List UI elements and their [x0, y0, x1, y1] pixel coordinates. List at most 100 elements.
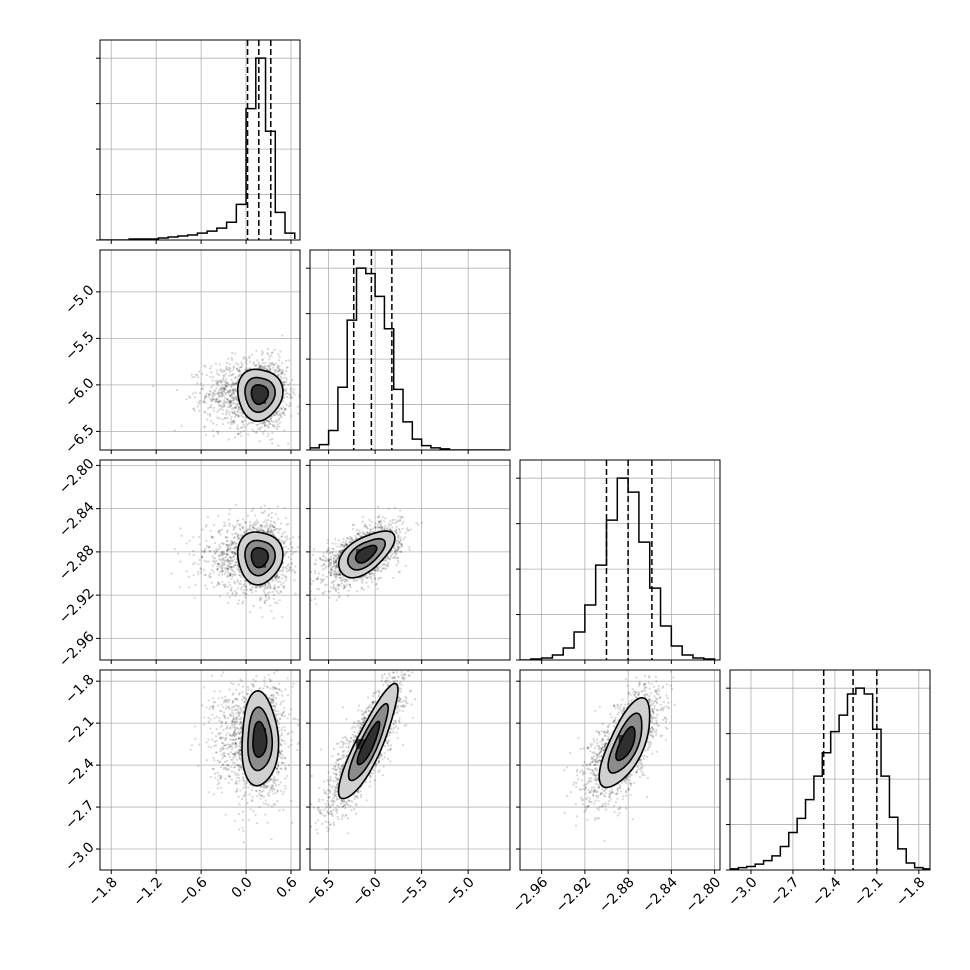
scatter-point: [211, 395, 215, 398]
scatter-point: [233, 526, 236, 529]
scatter-point: [351, 527, 354, 530]
scatter-point: [333, 561, 336, 564]
scatter-point: [266, 352, 269, 355]
scatter-point: [348, 537, 351, 541]
scatter-point: [229, 404, 232, 407]
scatter-point: [228, 596, 231, 599]
scatter-point: [179, 527, 182, 530]
scatter-point: [228, 574, 231, 577]
scatter-point: [204, 365, 207, 368]
scatter-point: [394, 549, 397, 553]
scatter-point: [399, 531, 402, 534]
scatter-point: [282, 541, 286, 545]
scatter-point: [237, 405, 240, 409]
scatter-point: [288, 359, 291, 362]
scatter-point: [234, 352, 237, 355]
scatter-point: [221, 387, 224, 390]
scatter-point: [220, 550, 223, 554]
scatter-point: [230, 400, 233, 403]
scatter-point: [214, 389, 217, 393]
scatter-point: [406, 529, 410, 532]
scatter-point: [252, 363, 255, 366]
scatter-point: [281, 380, 284, 383]
scatter-point: [241, 415, 244, 419]
scatter-point: [230, 543, 233, 546]
scatter-point: [326, 542, 329, 545]
scatter-point: [289, 388, 292, 391]
scatter-point: [389, 555, 392, 558]
scatter-point: [215, 398, 218, 401]
scatter-point: [202, 385, 205, 388]
scatter-point: [233, 548, 236, 551]
scatter-point: [243, 356, 246, 359]
scatter-point: [334, 589, 338, 593]
scatter-point: [377, 567, 380, 570]
scatter-point: [399, 515, 402, 519]
scatter-point: [274, 601, 277, 604]
scatter-point: [265, 522, 268, 525]
scatter-point: [285, 550, 288, 554]
scatter-point: [221, 552, 224, 555]
scatter-point: [322, 559, 325, 562]
scatter-point: [220, 405, 223, 409]
scatter-point: [332, 569, 335, 573]
scatter-point: [216, 372, 219, 375]
scatter-point: [204, 573, 207, 576]
scatter-point: [225, 540, 228, 543]
scatter-point: [219, 533, 222, 536]
panel-frame: [729, 669, 931, 871]
scatter-point: [343, 544, 346, 548]
scatter-point: [287, 392, 290, 395]
scatter-point: [254, 521, 257, 524]
scatter-point: [277, 353, 280, 356]
scatter-point: [229, 583, 232, 587]
scatter-point: [280, 376, 283, 379]
scatter-point: [170, 572, 173, 575]
scatter-point: [231, 420, 234, 423]
scatter-point: [287, 547, 290, 550]
scatter-point: [284, 407, 287, 411]
scatter-point: [229, 400, 232, 404]
scatter-point: [248, 356, 251, 360]
scatter-point: [238, 411, 242, 414]
scatter-point: [225, 552, 229, 556]
scatter-point: [229, 403, 233, 406]
scatter-point: [205, 373, 208, 376]
scatter-point: [244, 580, 247, 583]
scatter-point: [335, 573, 339, 576]
scatter-point: [210, 371, 213, 374]
scatter-point: [270, 354, 273, 357]
scatter-point: [278, 369, 281, 372]
scatter-point: [366, 527, 369, 530]
scatter-point: [342, 546, 345, 549]
scatter-point: [230, 565, 233, 569]
scatter-point: [255, 423, 258, 427]
scatter-point: [227, 546, 230, 549]
scatter-point: [285, 566, 288, 569]
scatter-point: [263, 420, 266, 423]
scatter-point: [374, 569, 377, 572]
scatter-point: [381, 563, 384, 566]
scatter-point: [240, 361, 243, 364]
scatter-point: [225, 400, 228, 403]
scatter-point: [271, 431, 274, 434]
scatter-point: [225, 381, 228, 384]
scatter-point: [394, 529, 397, 533]
scatter-point: [376, 523, 379, 526]
scatter-point: [233, 436, 236, 439]
scatter-point: [271, 533, 274, 536]
scatter-point: [230, 397, 233, 400]
scatter-point: [251, 585, 254, 588]
scatter-point: [245, 363, 248, 366]
scatter-point: [227, 548, 230, 551]
scatter-point: [227, 421, 230, 424]
scatter-point: [365, 581, 368, 584]
scatter-point: [332, 565, 336, 568]
scatter-point: [331, 550, 334, 554]
scatter-point: [238, 537, 241, 540]
scatter-point: [198, 543, 202, 546]
scatter-point: [233, 376, 237, 380]
scatter-point: [197, 570, 200, 573]
scatter-point: [209, 390, 212, 393]
scatter-point: [316, 577, 319, 581]
